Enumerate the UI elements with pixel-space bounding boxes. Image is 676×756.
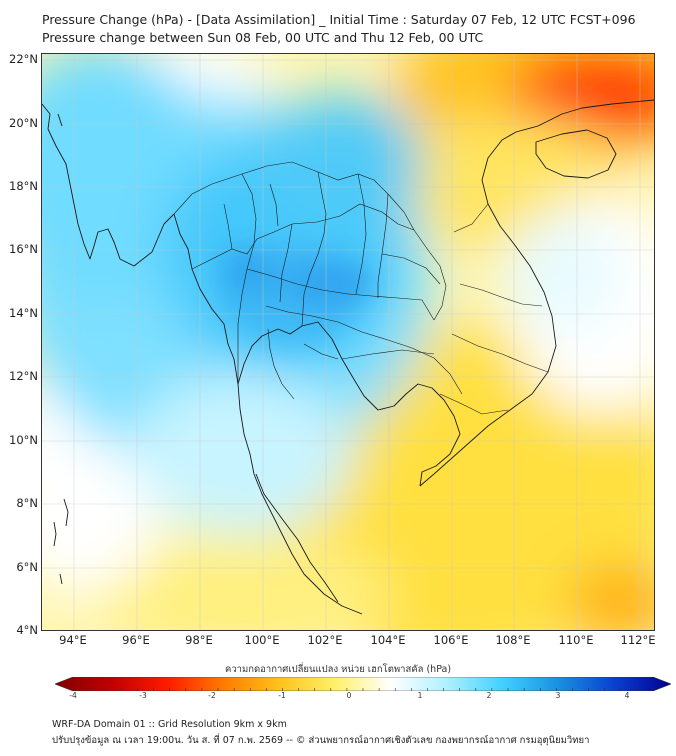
pressure-change-map bbox=[41, 53, 655, 631]
lat-label: 20°N bbox=[9, 116, 38, 130]
lat-label: 6°N bbox=[16, 560, 38, 574]
lon-label: 112°E bbox=[620, 633, 656, 647]
colorbar-tick: -2 bbox=[208, 691, 216, 700]
lon-label: 104°E bbox=[370, 633, 406, 647]
lon-label: 102°E bbox=[307, 633, 343, 647]
lat-label: 18°N bbox=[9, 179, 38, 193]
pressure-field bbox=[42, 54, 654, 630]
lat-label: 12°N bbox=[9, 369, 38, 383]
lat-label: 14°N bbox=[9, 306, 38, 320]
map-svg bbox=[42, 54, 654, 630]
lon-label: 108°E bbox=[495, 633, 531, 647]
footer-credit: ปรับปรุงข้อมูล ณ เวลา 19:00น. วัน ส. ที่… bbox=[52, 735, 590, 746]
lat-label: 4°N bbox=[16, 623, 38, 637]
lat-label: 16°N bbox=[9, 242, 38, 256]
lon-label: 94°E bbox=[59, 633, 87, 647]
lon-label: 110°E bbox=[558, 633, 594, 647]
colorbar-tick: 2 bbox=[486, 691, 492, 700]
colorbar-tick: 0 bbox=[346, 691, 352, 700]
colorbar-tick: 3 bbox=[555, 691, 561, 700]
lon-label: 96°E bbox=[122, 633, 150, 647]
colorbar-tick: 1 bbox=[417, 691, 423, 700]
footer-model-info: WRF-DA Domain 01 :: Grid Resolution 9km … bbox=[52, 719, 287, 730]
lat-label: 8°N bbox=[16, 496, 38, 510]
colorbar-tick: 4 bbox=[624, 691, 630, 700]
lon-label: 100°E bbox=[244, 633, 280, 647]
lat-label: 10°N bbox=[9, 433, 38, 447]
colorbar-tick: -3 bbox=[139, 691, 147, 700]
chart-title: Pressure Change (hPa) - [Data Assimilati… bbox=[42, 12, 636, 27]
lat-label: 22°N bbox=[9, 52, 38, 66]
chart-subtitle: Pressure change between Sun 08 Feb, 00 U… bbox=[42, 30, 484, 45]
boundaries bbox=[173, 161, 549, 415]
lon-label: 106°E bbox=[433, 633, 469, 647]
graticule bbox=[42, 54, 654, 630]
lon-label: 98°E bbox=[185, 633, 213, 647]
colorbar-title: ความกดอากาศเปลี่ยนแปลง หน่วย เฮกโตพาสคัล… bbox=[224, 664, 452, 675]
colorbar-tick: -4 bbox=[69, 691, 77, 700]
colorbar bbox=[55, 677, 671, 691]
coastlines bbox=[42, 99, 654, 615]
colorbar-tick: -1 bbox=[278, 691, 286, 700]
